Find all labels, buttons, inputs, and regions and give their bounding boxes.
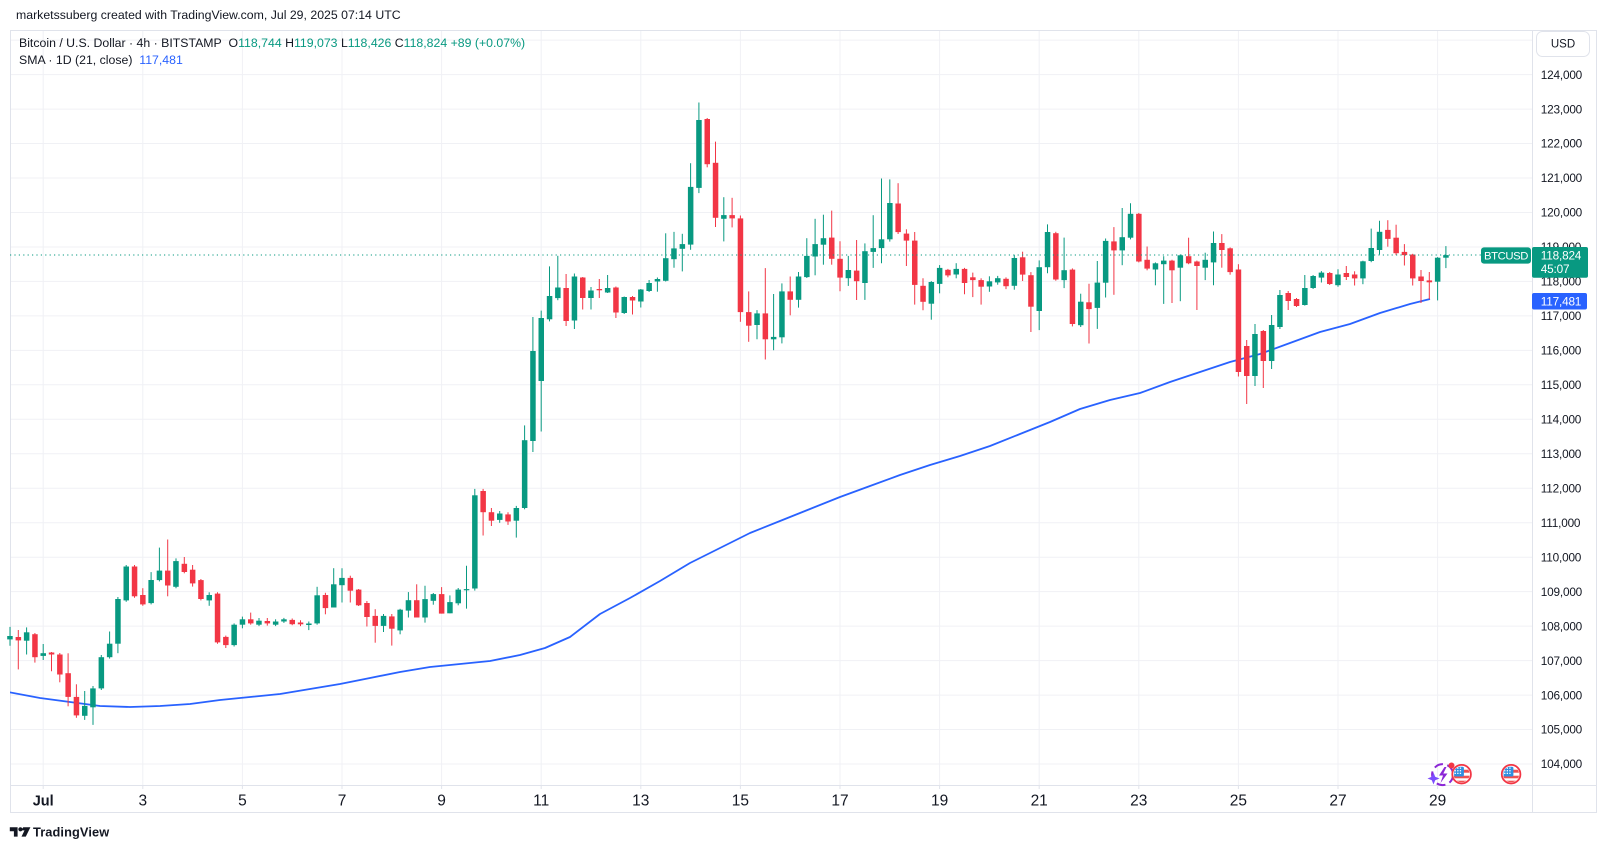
svg-text:3: 3 — [138, 793, 147, 810]
svg-text:107,000: 107,000 — [1541, 654, 1583, 668]
svg-text:15: 15 — [732, 793, 749, 810]
svg-text:Jul: Jul — [33, 794, 54, 810]
svg-text:104,000: 104,000 — [1541, 757, 1583, 771]
svg-text:23: 23 — [1130, 793, 1147, 810]
svg-text:114,000: 114,000 — [1541, 413, 1582, 427]
svg-text:9: 9 — [437, 793, 446, 810]
svg-text:13: 13 — [632, 793, 649, 810]
svg-text:109,000: 109,000 — [1541, 585, 1583, 599]
svg-text:TradingView: TradingView — [33, 825, 109, 840]
svg-text:113,000: 113,000 — [1541, 447, 1582, 461]
svg-text:124,000: 124,000 — [1541, 68, 1583, 82]
svg-text:116,000: 116,000 — [1541, 344, 1582, 358]
svg-text:17: 17 — [831, 793, 848, 810]
svg-text:123,000: 123,000 — [1541, 102, 1583, 116]
svg-text:120,000: 120,000 — [1541, 206, 1583, 220]
svg-text:25: 25 — [1230, 793, 1247, 810]
svg-text:105,000: 105,000 — [1541, 723, 1583, 737]
svg-text:110,000: 110,000 — [1541, 550, 1582, 564]
svg-text:21: 21 — [1031, 793, 1048, 810]
svg-text:121,000: 121,000 — [1541, 171, 1583, 185]
svg-text:BTCUSD: BTCUSD — [1484, 250, 1528, 262]
svg-text:106,000: 106,000 — [1541, 688, 1583, 702]
svg-text:112,000: 112,000 — [1541, 481, 1582, 495]
svg-text:111,000: 111,000 — [1541, 516, 1581, 530]
svg-text:19: 19 — [931, 793, 948, 810]
svg-text:118,000: 118,000 — [1541, 275, 1582, 289]
svg-text:USD: USD — [1551, 39, 1575, 51]
svg-text:29: 29 — [1429, 793, 1446, 810]
svg-text:117,000: 117,000 — [1541, 309, 1582, 323]
svg-text:108,000: 108,000 — [1541, 619, 1583, 633]
svg-text:27: 27 — [1329, 793, 1346, 810]
svg-text:7: 7 — [338, 793, 347, 810]
svg-text:5: 5 — [238, 793, 247, 810]
svg-text:118,824: 118,824 — [1541, 249, 1582, 263]
svg-text:11: 11 — [533, 793, 549, 810]
svg-text:117,481: 117,481 — [1541, 294, 1581, 308]
svg-text:45:07: 45:07 — [1541, 262, 1570, 276]
svg-text:122,000: 122,000 — [1541, 137, 1583, 151]
svg-text:115,000: 115,000 — [1541, 378, 1582, 392]
